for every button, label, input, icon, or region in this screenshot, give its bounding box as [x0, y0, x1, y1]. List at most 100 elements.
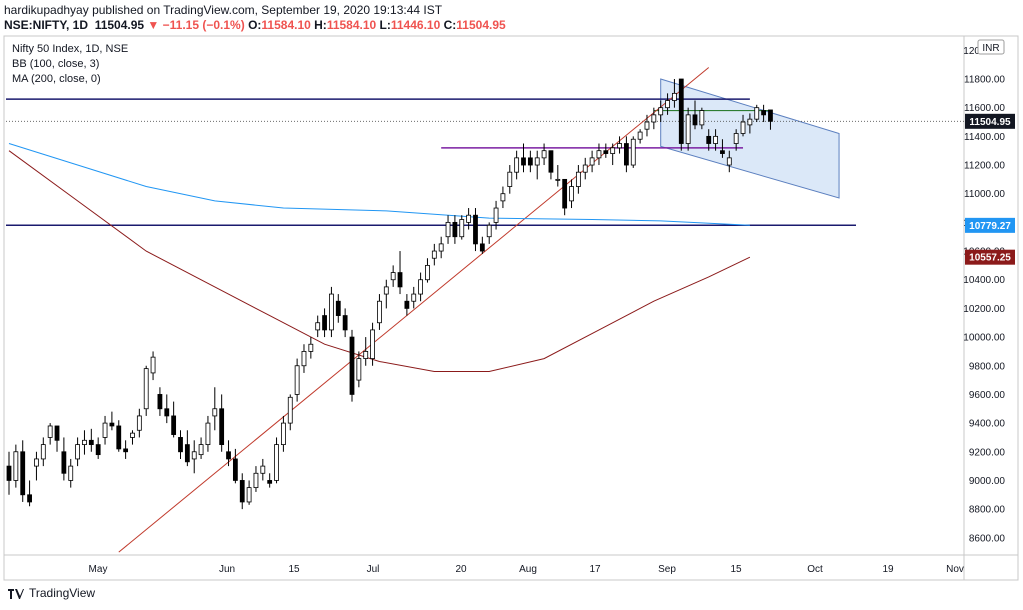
candle [596, 143, 602, 166]
candle-body [198, 444, 204, 456]
candle [280, 415, 286, 452]
candle [658, 100, 664, 123]
candle [370, 322, 375, 366]
candle-body [404, 300, 410, 309]
candle-body [685, 114, 691, 144]
candle-body [466, 214, 472, 223]
candle-body [308, 343, 314, 352]
candle [548, 150, 554, 180]
candle [466, 208, 472, 230]
candle [349, 329, 355, 402]
candle [761, 104, 766, 123]
candle-body [445, 221, 451, 238]
candle [246, 480, 252, 505]
candle-body [534, 157, 540, 166]
price-tag-bg [965, 249, 1015, 265]
candle-body [342, 315, 348, 331]
candle [452, 215, 458, 244]
candle [617, 136, 622, 154]
candle [459, 215, 465, 240]
candle [507, 165, 513, 194]
candle-body [253, 472, 259, 489]
candle-body [274, 444, 279, 481]
candle-body [493, 207, 499, 223]
candle [720, 139, 725, 158]
legend-bb[interactable]: BB (100, close, 3) [12, 58, 100, 70]
candle-body [232, 458, 238, 481]
publisher-name[interactable]: hardikupadhyay [4, 3, 89, 17]
candle [75, 437, 80, 467]
candle-body [672, 92, 677, 101]
candle [562, 178, 568, 216]
candle [47, 423, 53, 445]
candle [672, 79, 677, 108]
candle-body [507, 171, 513, 187]
candle [678, 78, 684, 151]
candle [191, 440, 197, 474]
candle [40, 437, 46, 467]
candle-body [658, 107, 664, 116]
candle [116, 420, 122, 452]
candle-body [596, 150, 602, 159]
candle [136, 408, 142, 438]
descending-channel [660, 78, 840, 199]
candle [534, 150, 540, 180]
candle [239, 473, 245, 510]
candle [527, 150, 533, 173]
candle-body [191, 451, 197, 460]
symbol-label[interactable]: NSE:NIFTY, 1D [4, 18, 89, 32]
candle-body [260, 465, 266, 474]
candle-body [13, 451, 19, 481]
candle-body [644, 121, 650, 130]
candle [315, 315, 321, 338]
candle-body [761, 110, 766, 116]
price-change: −11.15 (−0.1%) [162, 18, 245, 32]
candles-layer [6, 78, 773, 510]
candle-body [610, 147, 616, 154]
candle [95, 437, 101, 459]
candle [308, 337, 314, 359]
footer-brand[interactable]: TradingView [8, 586, 95, 600]
price-axis[interactable]: 8600.00 8800.00 9000.00 9200.00 9400.00 9600.… [963, 46, 1005, 544]
time-tick-label: 15 [288, 564, 300, 575]
candle-body [27, 494, 32, 503]
time-tick-label: Nov [946, 564, 964, 575]
time-axis[interactable]: May Jun 15 Jul 20 Aug 17 Sep 15 Oct 19 Nov [89, 564, 964, 575]
currency-badge[interactable]: INR [977, 39, 1005, 55]
candle [630, 136, 636, 168]
candle [34, 451, 39, 481]
candle [726, 150, 732, 173]
open-label: O: [248, 18, 262, 32]
candle [603, 143, 609, 158]
candle [473, 208, 478, 252]
candle-body [713, 135, 718, 144]
legend-ma[interactable]: MA (200, close, 0) [12, 73, 101, 85]
time-tick-label: Oct [807, 564, 823, 575]
candle-body [390, 272, 396, 281]
candle-body [246, 487, 252, 503]
candle [610, 143, 616, 166]
candle [123, 440, 129, 459]
legend-title[interactable]: Nifty 50 Index, 1D, NSE [12, 43, 129, 55]
candle [363, 337, 369, 366]
time-tick-label: 20 [455, 564, 467, 575]
candle-body [40, 444, 46, 460]
candle-body [363, 351, 369, 359]
down-arrow-icon: ▼ [147, 18, 160, 32]
candle-body [102, 422, 108, 438]
time-tick-label: 19 [882, 564, 894, 575]
candle-body [431, 250, 437, 259]
candle-body [699, 110, 705, 126]
candle-body [589, 157, 595, 166]
candle-body [383, 286, 389, 295]
candle [431, 243, 437, 266]
price-tick-label: 9400.00 [969, 419, 1006, 430]
candle-body [239, 480, 245, 503]
price-tag: 10779.27 [965, 217, 1015, 233]
candle [184, 430, 190, 467]
published-text: published on TradingView.com, September … [92, 3, 443, 17]
candle-body [692, 114, 698, 126]
candle [747, 113, 753, 134]
candle-body [143, 368, 149, 410]
